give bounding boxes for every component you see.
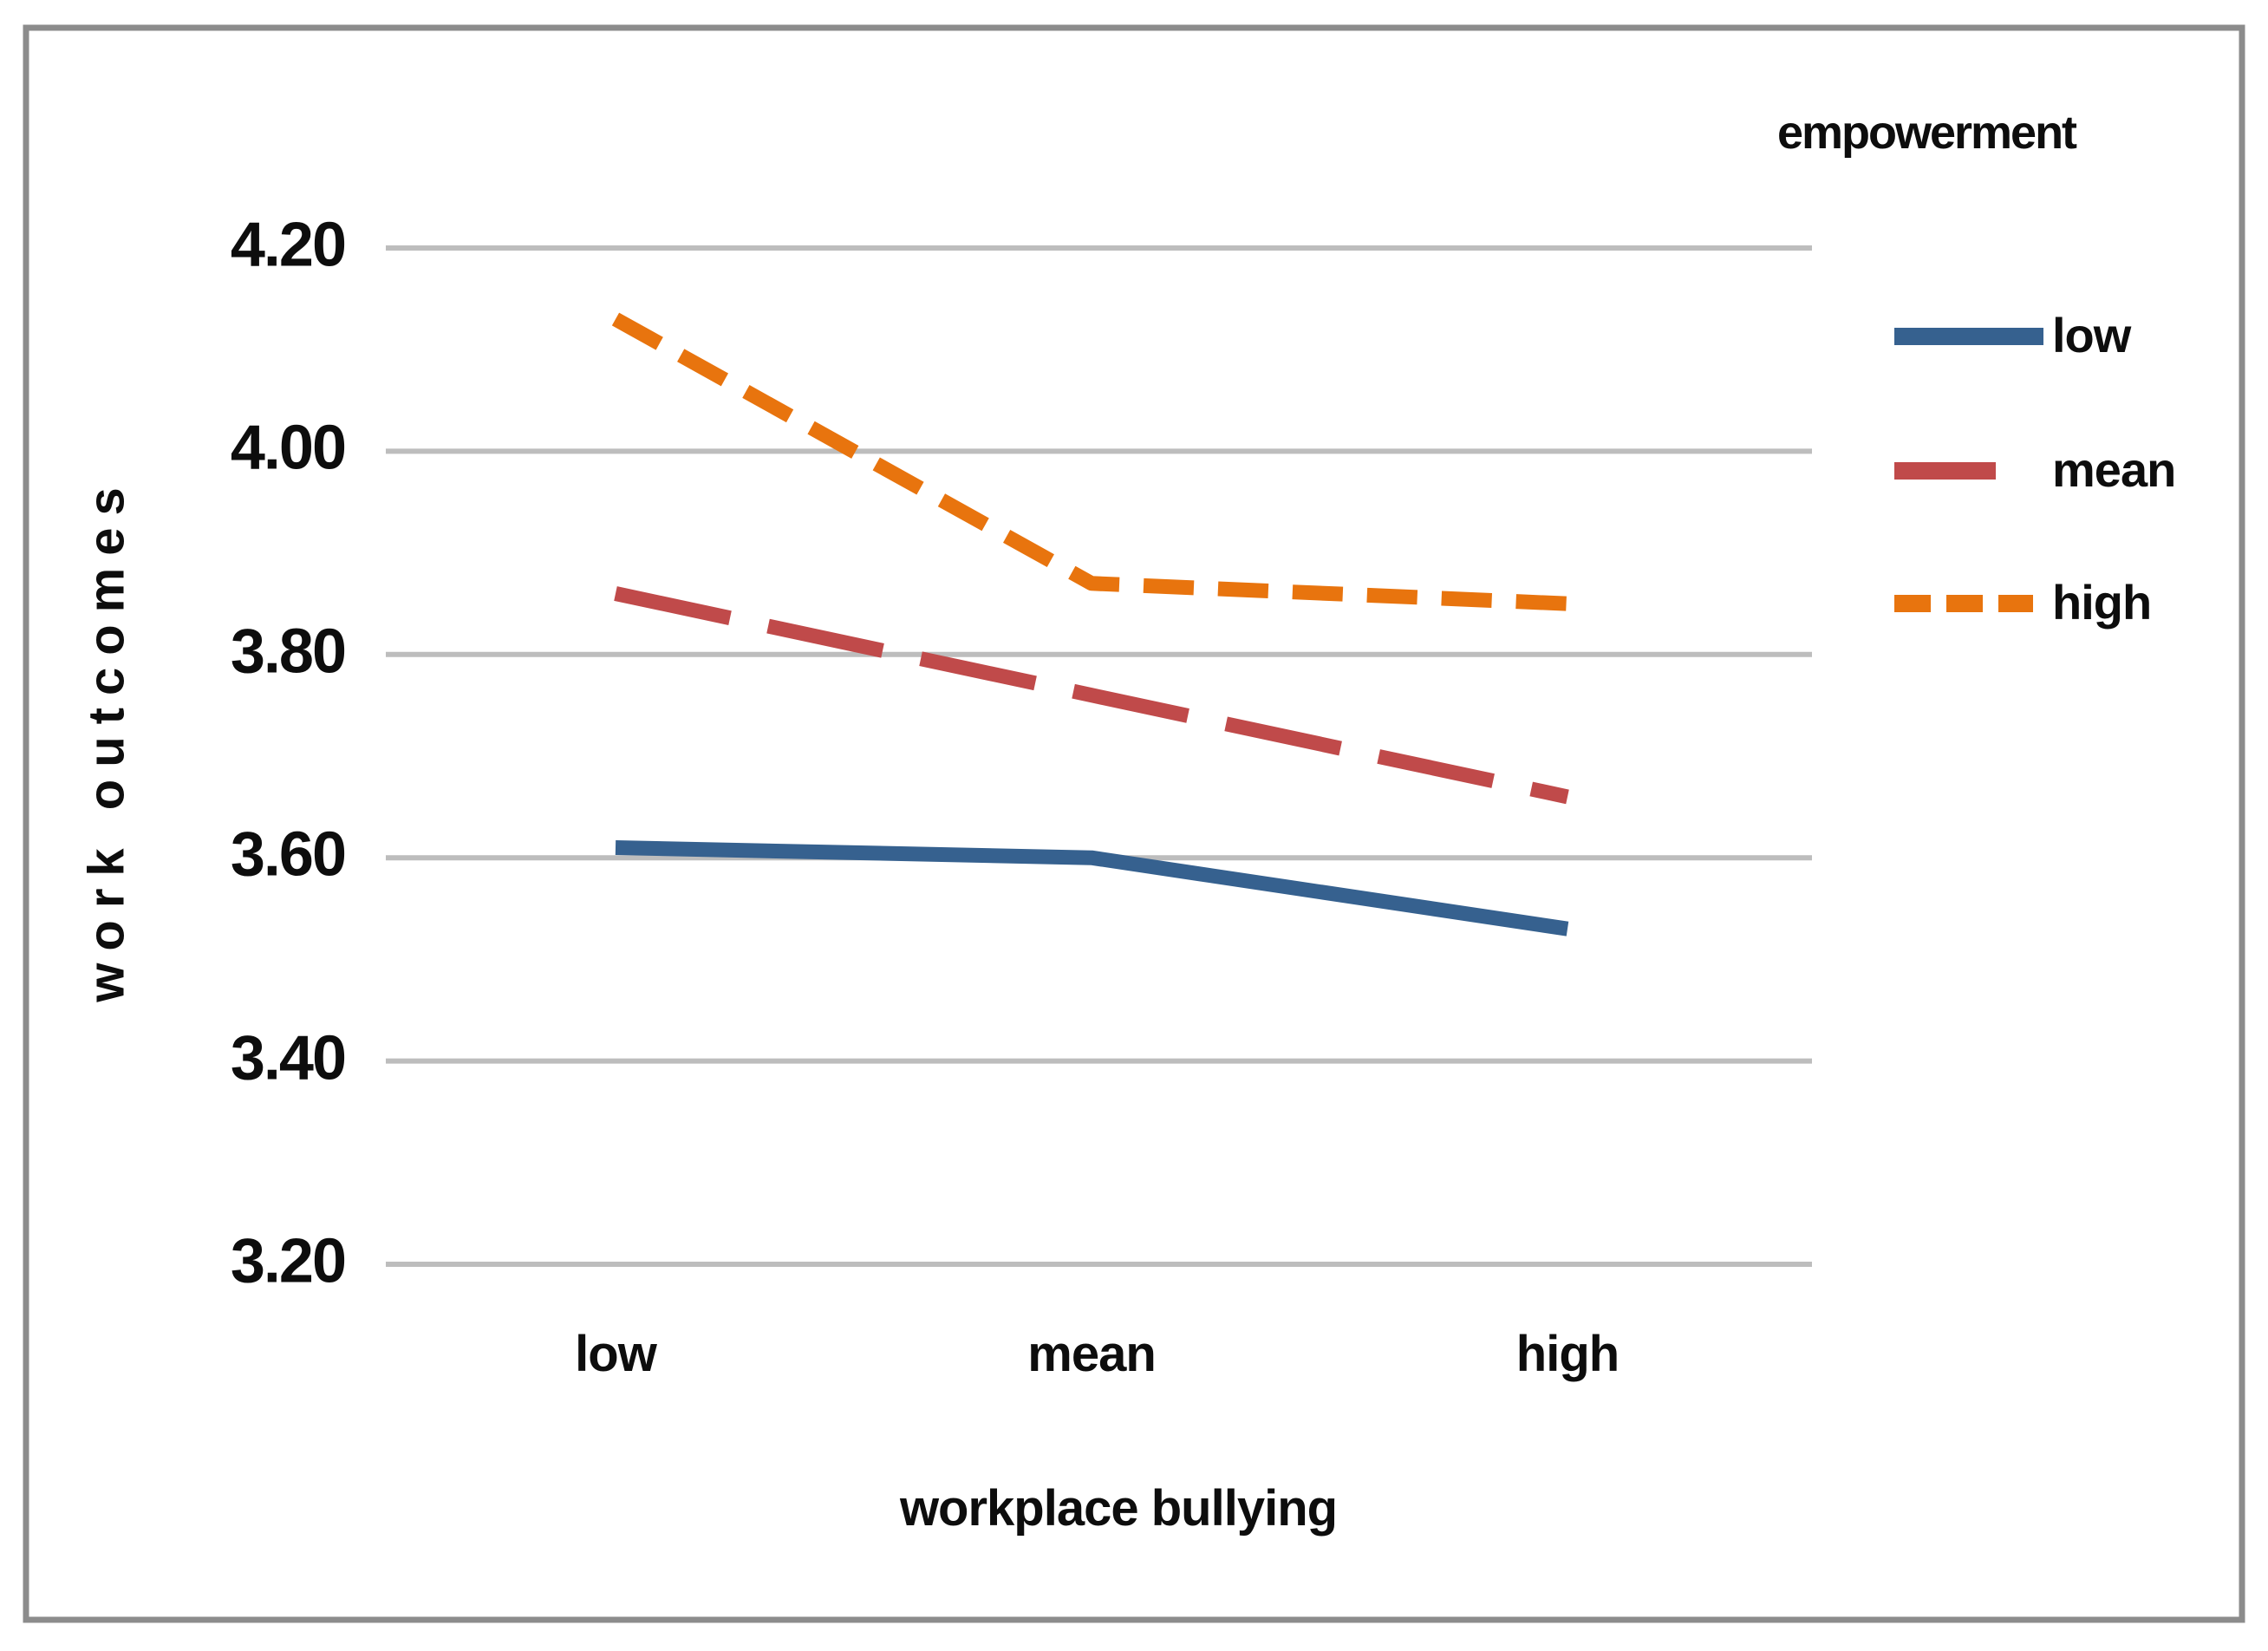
x-tick-label: high	[1515, 1326, 1620, 1382]
y-tick-label: 3.40	[230, 1023, 347, 1093]
figure-border	[23, 24, 2245, 1623]
y-tick-label: 4.00	[230, 414, 347, 484]
series-line-high	[611, 312, 1568, 611]
y-axis-title: work outcomes	[78, 475, 135, 1002]
series-line-low	[615, 840, 1569, 936]
y-tick-label: 3.20	[230, 1226, 347, 1296]
series-line-mean	[614, 586, 1569, 805]
y-tick-label: 3.80	[230, 617, 347, 687]
x-tick-label: mean	[1027, 1326, 1157, 1382]
y-tick-label: 4.20	[230, 210, 347, 280]
legend-item-label: high	[2052, 575, 2152, 630]
x-tick-label: low	[575, 1326, 657, 1382]
legend-title: empowerment	[1776, 107, 2077, 159]
y-tick-label: 3.60	[230, 819, 347, 890]
legend-item-label: mean	[2052, 442, 2176, 498]
legend-item-label: low	[2052, 308, 2131, 363]
x-axis-title: workplace bullying	[899, 1480, 1338, 1537]
